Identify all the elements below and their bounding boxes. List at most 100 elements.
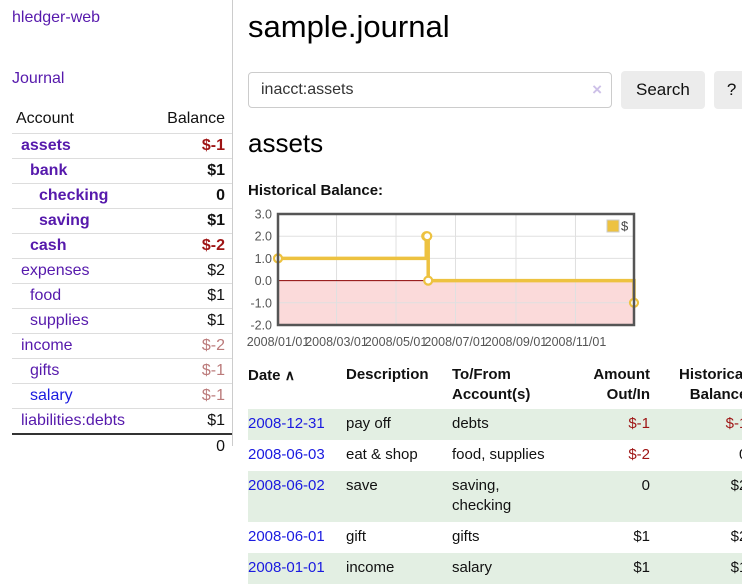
register-header-date[interactable]: Date ∧ bbox=[248, 367, 295, 384]
account-link[interactable]: gifts bbox=[30, 362, 60, 379]
account-link[interactable]: cash bbox=[30, 237, 67, 254]
account-row: liabilities:debts $1 bbox=[12, 408, 233, 435]
transaction-amount-out-in: $1 bbox=[633, 528, 650, 545]
transaction-date-link[interactable]: 2008-01-01 bbox=[248, 559, 325, 576]
register-row: 2008-06-01 gift gifts $1 $2 bbox=[248, 522, 742, 553]
register-row: 2008-06-03 eat & shop food, supplies $-2… bbox=[248, 440, 742, 471]
register-row: 2008-01-01 income salary $1 $1 bbox=[248, 553, 742, 584]
accounts-table-body: assets $-1 bank $1 checking 0 saving $1 … bbox=[12, 133, 233, 435]
transaction-date-link[interactable]: 2008-06-03 bbox=[248, 446, 325, 463]
transaction-historical-balance: $2 bbox=[730, 477, 742, 494]
transaction-historical-balance: $-1 bbox=[725, 415, 742, 432]
transaction-date-link[interactable]: 2008-06-02 bbox=[248, 477, 325, 494]
accounts-table: Account Balance assets $-1 bank $1 check… bbox=[12, 107, 233, 459]
accounts-header-row: Account Balance bbox=[12, 107, 233, 134]
register-table-body: 2008-12-31 pay off debts $-1 $-1 2008-06… bbox=[248, 409, 742, 584]
account-row: food $1 bbox=[12, 283, 233, 309]
help-button[interactable]: ? bbox=[713, 71, 742, 109]
register-row: 2008-06-02 save saving, checking 0 $2 bbox=[248, 471, 742, 522]
account-balance: $2 bbox=[207, 262, 225, 279]
account-link[interactable]: liabilities:debts bbox=[21, 412, 126, 429]
page-title: sample.journal bbox=[248, 9, 450, 44]
search-form: × Search ? bbox=[248, 71, 742, 109]
svg-text:2008/07/01: 2008/07/01 bbox=[424, 335, 487, 349]
account-balance: $-1 bbox=[201, 362, 225, 379]
account-balance: $-2 bbox=[201, 237, 225, 254]
account-row: supplies $1 bbox=[12, 308, 233, 334]
transaction-description: eat & shop bbox=[346, 446, 418, 463]
sidebar: hledger-web Journal Account Balance asse… bbox=[0, 0, 233, 582]
transaction-date-link[interactable]: 2008-06-01 bbox=[248, 528, 325, 545]
register-header-balance: Historical Balance bbox=[678, 366, 742, 403]
account-balance: $1 bbox=[207, 287, 225, 304]
account-link[interactable]: assets bbox=[21, 137, 71, 154]
transaction-amount-out-in: 0 bbox=[641, 477, 650, 494]
transaction-accounts: salary bbox=[452, 559, 493, 576]
accounts-total-row: 0 bbox=[12, 434, 233, 459]
account-balance: 0 bbox=[216, 187, 225, 204]
account-row: saving $1 bbox=[12, 208, 233, 234]
register-table: Date ∧ Description To/From Account(s) Am… bbox=[248, 363, 742, 584]
transaction-date-link[interactable]: 2008-12-31 bbox=[248, 415, 325, 432]
account-row: income $-2 bbox=[12, 333, 233, 359]
chart-canvas: $3.0 2.0 1.0 0.0 -1.0 -2.0 2008/01/012008/03/0… bbox=[247, 208, 640, 349]
register-row: 2008-12-31 pay off debts $-1 $-1 bbox=[248, 409, 742, 440]
transaction-historical-balance: $2 bbox=[730, 528, 742, 545]
register-header-description: Description bbox=[346, 366, 429, 383]
app-brand-link[interactable]: hledger-web bbox=[12, 9, 101, 26]
account-row: bank $1 bbox=[12, 158, 233, 184]
legend-swatch bbox=[606, 219, 620, 233]
main-content: sample.journal × Search ? assets Histori… bbox=[233, 0, 742, 584]
account-balance: $1 bbox=[207, 162, 225, 179]
search-input[interactable] bbox=[248, 72, 612, 108]
accounts-header-account: Account bbox=[16, 110, 74, 127]
accounts-header-balance: Balance bbox=[167, 110, 225, 127]
account-balance: $-1 bbox=[201, 387, 225, 404]
account-link[interactable]: food bbox=[30, 287, 62, 304]
account-link[interactable]: saving bbox=[39, 212, 90, 229]
accounts-total-balance: 0 bbox=[216, 438, 225, 455]
account-row: cash $-2 bbox=[12, 233, 233, 259]
sidebar-item-journal[interactable]: Journal bbox=[12, 70, 65, 87]
transaction-historical-balance: $1 bbox=[730, 559, 742, 576]
register-header-amount: Amount Out/In bbox=[593, 366, 650, 403]
account-link[interactable]: salary bbox=[30, 387, 73, 404]
account-link[interactable]: checking bbox=[39, 187, 109, 204]
chart-title: Historical Balance: bbox=[248, 182, 384, 199]
svg-text:2008/01/01: 2008/01/01 bbox=[247, 335, 310, 349]
search-button[interactable]: Search bbox=[621, 71, 705, 109]
transaction-description: pay off bbox=[346, 415, 391, 432]
transaction-historical-balance: 0 bbox=[650, 440, 742, 471]
transaction-description: save bbox=[346, 477, 378, 494]
account-balance: $-1 bbox=[201, 137, 225, 154]
account-row: assets $-1 bbox=[12, 133, 233, 159]
account-row: checking 0 bbox=[12, 183, 233, 209]
transaction-amount-out-in: $-2 bbox=[628, 446, 650, 463]
sort-ascending-icon: ∧ bbox=[284, 367, 295, 383]
transaction-amount-out-in: $-1 bbox=[628, 415, 650, 432]
svg-text:2008/05/01: 2008/05/01 bbox=[365, 335, 428, 349]
account-balance: $1 bbox=[207, 212, 225, 229]
account-row: expenses $2 bbox=[12, 258, 233, 284]
clear-search-icon[interactable]: × bbox=[592, 80, 602, 99]
account-balance: $-2 bbox=[201, 337, 225, 354]
account-link[interactable]: bank bbox=[30, 162, 68, 179]
account-link[interactable]: income bbox=[21, 337, 73, 354]
svg-text:2008/11/01: 2008/11/01 bbox=[545, 335, 607, 349]
transaction-accounts: saving, checking bbox=[452, 477, 512, 514]
svg-text:2008/09/01: 2008/09/01 bbox=[485, 335, 548, 349]
transaction-accounts: debts bbox=[452, 415, 489, 432]
account-link[interactable]: supplies bbox=[30, 312, 89, 329]
account-row: salary $-1 bbox=[12, 383, 233, 409]
account-balance: $1 bbox=[207, 412, 225, 429]
register-header-row: Date ∧ Description To/From Account(s) Am… bbox=[248, 363, 742, 409]
register-header-accounts: To/From Account(s) bbox=[452, 366, 531, 403]
svg-text:-1.0: -1.0 bbox=[250, 296, 272, 310]
search-box: × bbox=[248, 72, 612, 108]
account-link[interactable]: expenses bbox=[21, 262, 90, 279]
account-balance: $1 bbox=[207, 312, 225, 329]
svg-text:-2.0: -2.0 bbox=[250, 319, 272, 333]
transaction-accounts: gifts bbox=[452, 528, 480, 545]
svg-text:2.0: 2.0 bbox=[255, 230, 272, 244]
